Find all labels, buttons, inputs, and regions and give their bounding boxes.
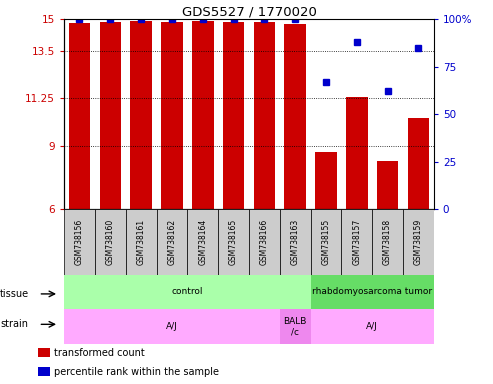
Bar [157,209,187,275]
Text: transformed count: transformed count [54,348,145,358]
Text: GSM738161: GSM738161 [137,219,145,265]
Bar [311,275,434,309]
Text: A/J: A/J [366,322,378,331]
Bar [284,25,306,209]
Text: GSM738162: GSM738162 [168,219,176,265]
Text: GSM738159: GSM738159 [414,219,423,265]
Bar [130,22,152,209]
Text: GSM738158: GSM738158 [383,219,392,265]
Text: GSM738164: GSM738164 [198,219,207,265]
Text: GSM738156: GSM738156 [75,219,84,265]
Bar [280,209,311,275]
Bar [126,209,157,275]
Bar [223,22,245,209]
Bar [315,152,337,209]
Text: GSM738160: GSM738160 [106,219,115,265]
Text: GSM738155: GSM738155 [321,219,330,265]
Text: strain: strain [0,319,28,329]
Text: GSM738165: GSM738165 [229,219,238,265]
Title: GDS5527 / 1770020: GDS5527 / 1770020 [181,5,317,18]
Bar [100,22,121,209]
Text: GSM738166: GSM738166 [260,219,269,265]
Text: GSM738157: GSM738157 [352,219,361,265]
Bar [192,22,213,209]
Bar [311,309,434,344]
Bar [280,309,311,344]
Bar [403,209,434,275]
Text: control: control [172,287,203,296]
Text: rhabdomyosarcoma tumor: rhabdomyosarcoma tumor [312,287,432,296]
Text: percentile rank within the sample: percentile rank within the sample [54,367,219,377]
Bar [218,209,249,275]
Bar [249,209,280,275]
Text: A/J: A/J [166,322,178,331]
Text: GSM738163: GSM738163 [291,219,300,265]
Bar [311,209,341,275]
Text: tissue: tissue [0,289,29,299]
Bar [38,367,50,376]
Bar [346,98,368,209]
Bar [69,23,90,209]
Bar [64,209,95,275]
Bar [64,275,311,309]
Bar [408,119,429,209]
Bar [341,209,372,275]
Bar [161,22,183,209]
Bar [64,309,280,344]
Bar [187,209,218,275]
Bar [253,22,275,209]
Bar [377,161,398,209]
Bar [38,348,50,357]
Bar [372,209,403,275]
Bar [95,209,126,275]
Text: BALB
/c: BALB /c [283,317,307,336]
